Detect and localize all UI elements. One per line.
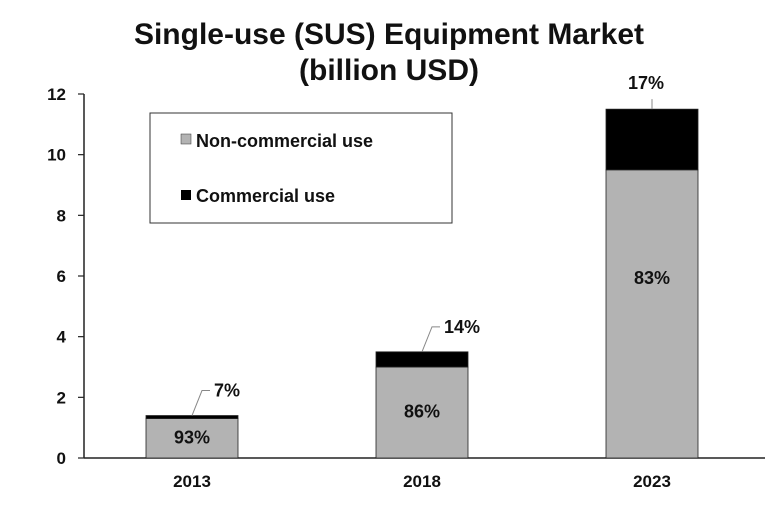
legend-swatch-non-commercial xyxy=(180,133,192,145)
x-tick-label: 2018 xyxy=(403,472,441,491)
bars xyxy=(145,108,699,459)
data-label-commercial: 14% xyxy=(444,317,480,337)
leader-line xyxy=(191,390,210,416)
y-tick-label: 12 xyxy=(47,85,66,104)
data-label-commercial: 17% xyxy=(628,73,664,93)
legend-label-commercial: Commercial use xyxy=(196,186,335,206)
legend-label-non-commercial: Non-commercial use xyxy=(196,131,373,151)
bar-commercial-2018 xyxy=(375,351,469,368)
x-tick-label: 2013 xyxy=(173,472,211,491)
legend: Non-commercial use Commercial use xyxy=(149,112,453,224)
bar-commercial-2023 xyxy=(605,108,699,171)
y-axis: 0 2 4 6 8 10 12 xyxy=(47,85,84,468)
legend-box xyxy=(149,112,453,224)
x-axis: 2013 2018 2023 xyxy=(173,472,671,491)
chart-title: Single-use (SUS) Equipment Market xyxy=(134,18,644,51)
data-label-commercial: 7% xyxy=(214,381,240,401)
bar-non-commercial-2018 xyxy=(375,366,469,459)
x-tick-label: 2023 xyxy=(633,472,671,491)
leader-line xyxy=(421,326,440,353)
y-tick-label: 4 xyxy=(57,328,67,347)
data-label-non-commercial: 83% xyxy=(634,268,670,288)
y-tick-label: 6 xyxy=(57,267,66,286)
data-label-non-commercial: 86% xyxy=(404,402,440,422)
y-tick-label: 2 xyxy=(57,388,66,407)
bar-commercial-2013 xyxy=(145,415,239,419)
legend-swatch-commercial xyxy=(181,190,191,200)
bar-non-commercial-2013 xyxy=(145,418,239,459)
y-tick-label: 10 xyxy=(47,146,66,165)
chart-subtitle: (billion USD) xyxy=(299,54,479,87)
data-labels: 93% 7% 86% 14% 83% 17% xyxy=(174,73,670,447)
y-tick-label: 0 xyxy=(57,449,66,468)
y-tick-label: 8 xyxy=(57,206,66,225)
bar-non-commercial-2023 xyxy=(605,169,699,459)
data-label-non-commercial: 93% xyxy=(174,427,210,447)
